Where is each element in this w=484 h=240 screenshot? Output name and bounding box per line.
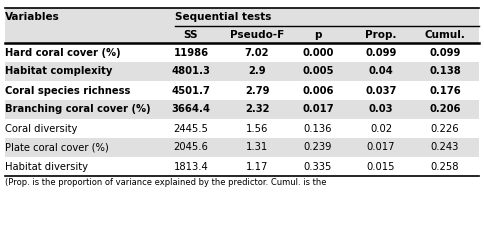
Text: 0.335: 0.335 (304, 162, 332, 172)
Text: Habitat complexity: Habitat complexity (5, 66, 112, 77)
Text: 1.17: 1.17 (246, 162, 268, 172)
Text: 0.176: 0.176 (429, 85, 461, 96)
Text: 4801.3: 4801.3 (171, 66, 211, 77)
Text: 7.02: 7.02 (245, 48, 269, 58)
Bar (5, 100, 479, 119)
Text: 0.226: 0.226 (431, 124, 459, 133)
Text: p: p (314, 30, 322, 40)
Text: (Prop. is the proportion of variance explained by the predictor. Cumul. is the: (Prop. is the proportion of variance exp… (5, 178, 327, 187)
Text: 2.32: 2.32 (245, 104, 269, 114)
Text: 1.31: 1.31 (246, 143, 268, 152)
Text: 4501.7: 4501.7 (171, 85, 211, 96)
Text: SS: SS (184, 30, 198, 40)
Text: 0.099: 0.099 (365, 48, 397, 58)
Text: 0.000: 0.000 (302, 48, 333, 58)
Bar (5, 26, 479, 43)
Text: 0.015: 0.015 (367, 162, 395, 172)
Text: Branching coral cover (%): Branching coral cover (%) (5, 104, 151, 114)
Bar (5, 81, 479, 100)
Text: 0.239: 0.239 (304, 143, 332, 152)
Bar (5, 119, 479, 138)
Text: Coral species richness: Coral species richness (5, 85, 130, 96)
Text: 0.037: 0.037 (365, 85, 397, 96)
Text: 0.017: 0.017 (302, 104, 334, 114)
Text: Coral diversity: Coral diversity (5, 124, 77, 133)
Text: Variables: Variables (5, 12, 60, 22)
Text: 0.243: 0.243 (431, 143, 459, 152)
Text: 0.136: 0.136 (304, 124, 332, 133)
Bar (5, 157, 479, 176)
Text: 0.017: 0.017 (367, 143, 395, 152)
Text: Pseudo-F: Pseudo-F (230, 30, 284, 40)
Text: 0.006: 0.006 (302, 85, 334, 96)
Text: 0.03: 0.03 (369, 104, 393, 114)
Text: 0.099: 0.099 (429, 48, 461, 58)
Text: 2.79: 2.79 (245, 85, 269, 96)
Text: Cumul.: Cumul. (424, 30, 466, 40)
Bar (5, 62, 479, 81)
Bar (5, 43, 479, 62)
Text: Prop.: Prop. (365, 30, 397, 40)
Text: 2445.5: 2445.5 (174, 124, 209, 133)
Text: 3664.4: 3664.4 (171, 104, 211, 114)
Bar (5, 8, 479, 26)
Text: Hard coral cover (%): Hard coral cover (%) (5, 48, 121, 58)
Text: Plate coral cover (%): Plate coral cover (%) (5, 143, 109, 152)
Text: 0.138: 0.138 (429, 66, 461, 77)
Text: 0.02: 0.02 (370, 124, 392, 133)
Text: Habitat diversity: Habitat diversity (5, 162, 88, 172)
Text: 0.258: 0.258 (431, 162, 459, 172)
Text: 0.04: 0.04 (369, 66, 393, 77)
Text: 1813.4: 1813.4 (174, 162, 209, 172)
Text: 2.9: 2.9 (248, 66, 266, 77)
Text: 11986: 11986 (173, 48, 209, 58)
Bar (5, 138, 479, 157)
Text: 1.56: 1.56 (246, 124, 268, 133)
Text: 0.005: 0.005 (302, 66, 334, 77)
Text: 0.206: 0.206 (429, 104, 461, 114)
Text: 2045.6: 2045.6 (174, 143, 209, 152)
Text: Sequential tests: Sequential tests (175, 12, 272, 22)
